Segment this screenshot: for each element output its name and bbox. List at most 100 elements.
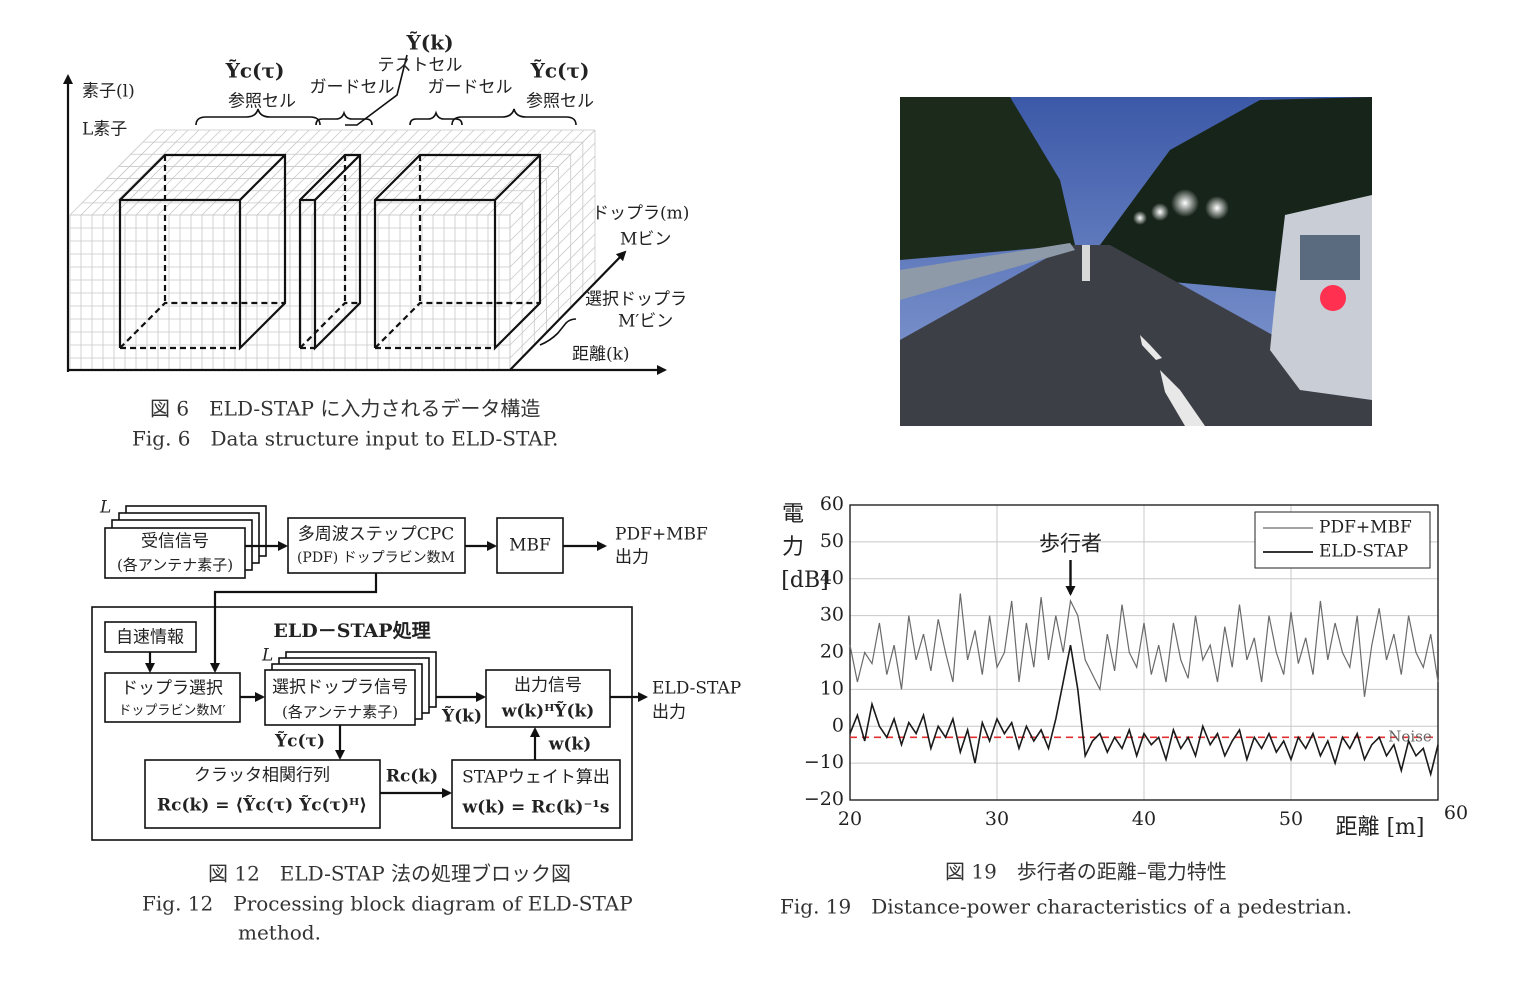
label: Ỹc(τ) (225, 59, 285, 83)
figure-12: L 受信信号 (各アンテナ素子) 多周波ステップCPC (PDF) ドップラビン… (91, 498, 741, 945)
grid (256, 129, 343, 216)
grid (179, 129, 266, 216)
label: 出力 (652, 703, 686, 723)
grid (432, 129, 519, 216)
y-tick-label: 30 (820, 604, 844, 626)
label: STAPウェイト算出 (462, 768, 610, 788)
label: L素子 (82, 120, 127, 140)
y-axis-label: [dB] (781, 568, 828, 593)
label: Ỹ(k) (405, 31, 453, 55)
block (144, 759, 381, 829)
photo (900, 97, 1372, 426)
label: 距離(k) (572, 345, 630, 365)
label: w(k)ᴴỸ(k) (501, 700, 595, 722)
label: テストセル (378, 56, 463, 76)
x-tick-label: 60 (1444, 802, 1468, 824)
y-tick-label: 0 (832, 714, 844, 736)
grid (509, 220, 596, 307)
label: Rc(k) = ⟨Ỹc(τ) Ỹc(τ)ᴴ⟩ (157, 794, 367, 816)
brace (345, 54, 408, 126)
label: (各アンテナ素子) (117, 556, 233, 574)
figure-6: 素子(l) L素子 Ỹc(τ) 参照セル ガードセル Ỹ(k) テストセル ガー… (63, 31, 689, 451)
grid (69, 129, 156, 216)
label: PDF+MBF (615, 525, 708, 545)
legend-label: PDF+MBF (1319, 518, 1412, 538)
caption: Fig. 6 Data structure input to ELD-STAP. (132, 427, 558, 451)
label: ドップラビン数M′ (118, 704, 225, 719)
x-tick-label: 50 (1279, 808, 1303, 830)
label: Ỹc(τ) (530, 59, 590, 83)
grid (509, 272, 596, 359)
label: L (99, 498, 111, 518)
grid (102, 129, 189, 216)
label: MBF (509, 536, 551, 556)
grid (311, 129, 398, 216)
label: ドップラ選択 (121, 679, 223, 699)
stack (104, 505, 267, 579)
cube-edge (298, 153, 362, 351)
grid (168, 129, 255, 216)
series-line (849, 593, 1439, 697)
grid (278, 129, 365, 216)
label: ELD-STAP (652, 679, 741, 699)
legend-box (1254, 511, 1431, 569)
grid (454, 129, 541, 216)
label: 出力信号 (514, 676, 582, 696)
cube-edge (119, 301, 285, 349)
grid (190, 129, 277, 216)
label: 選択ドップラ (585, 290, 687, 310)
label: w(k) = Rc(k)⁻¹s (462, 798, 610, 818)
block (485, 669, 611, 728)
label: 自速情報 (116, 628, 184, 648)
brace (539, 318, 577, 346)
grid (289, 129, 376, 216)
grid (113, 129, 200, 216)
grid (410, 129, 497, 216)
grid (267, 129, 354, 216)
grid (124, 129, 211, 216)
y-axis-label: 力 (782, 535, 804, 560)
block (104, 621, 197, 653)
stack (264, 651, 437, 726)
caption: Fig. 12 Processing block diagram of ELD-… (142, 892, 633, 916)
label: 参照セル (526, 92, 594, 112)
y-tick-label: 60 (820, 493, 844, 515)
block (451, 759, 621, 829)
frame (91, 606, 633, 841)
label: 出力 (615, 548, 649, 568)
grid (377, 129, 464, 216)
axis (509, 250, 627, 371)
grid (509, 233, 596, 320)
grid (80, 129, 167, 216)
x-tick-label: 40 (1132, 808, 1156, 830)
cubes (118, 153, 542, 351)
grid (509, 194, 596, 281)
grid (333, 129, 420, 216)
arrow (210, 573, 378, 673)
brace (409, 110, 463, 126)
grid (487, 129, 574, 216)
caption: Fig. 19 Distance-power characteristics o… (780, 895, 1352, 919)
y-tick-label: −10 (804, 751, 844, 773)
noise-label: Noise (1388, 727, 1432, 745)
caption: 図 6 ELD-STAP に入力されるデータ構造 (150, 397, 540, 421)
cube-edge (299, 301, 360, 349)
cube-edge (374, 301, 540, 349)
y-tick-label: −20 (804, 788, 844, 810)
grid (509, 155, 596, 242)
y-tick-label: 50 (820, 530, 844, 552)
y-tick-label: 10 (820, 677, 844, 699)
y-axis-label: 電 (782, 502, 804, 527)
block (496, 517, 564, 574)
grid (201, 129, 288, 216)
caption: method. (238, 921, 321, 945)
brace (451, 108, 577, 126)
label: ガードセル (310, 78, 395, 98)
x-tick-label: 20 (838, 808, 862, 830)
label: Ỹc(τ) (274, 730, 325, 752)
grid (234, 129, 321, 216)
label: ガードセル (428, 78, 513, 98)
grid (509, 181, 596, 268)
grid (509, 129, 596, 216)
